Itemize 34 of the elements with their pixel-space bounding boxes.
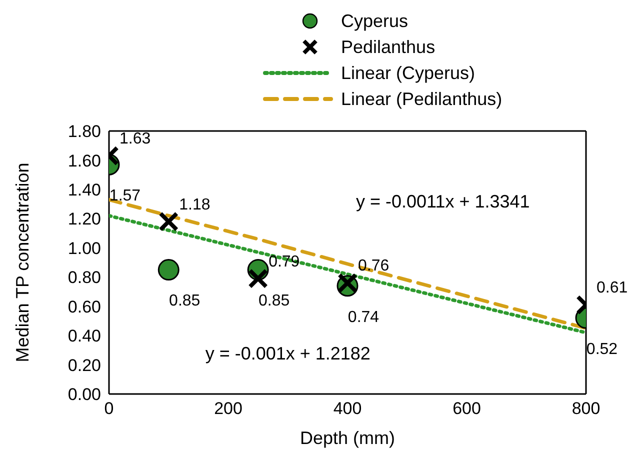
data-label: 0.76: [358, 258, 390, 275]
annotation: y = -0.0011x + 1.3341: [356, 192, 530, 212]
data-label: 0.61: [596, 280, 628, 297]
data-label: 0.85: [169, 292, 200, 310]
data-label: 1.57: [109, 187, 141, 204]
data-label: 1.63: [120, 130, 151, 148]
legend-label: Cyperus: [341, 10, 408, 33]
legend-label: Pedilanthus: [341, 36, 436, 59]
y-tick-label: 1.40: [68, 180, 101, 200]
y-tick-label: 1.60: [68, 151, 101, 170]
x-tick-label: 200: [214, 399, 242, 418]
y-axis-title: Median TP concentration: [12, 162, 32, 362]
annotation: y = -0.001x + 1.2182: [205, 343, 370, 364]
point: [248, 268, 268, 289]
y-tick-label: 0.60: [68, 297, 101, 316]
x-tick-label: 0: [104, 399, 114, 418]
y-tick-label: 1.80: [68, 122, 101, 142]
data-label: 0.85: [258, 292, 290, 310]
y-tick-label: 0.00: [68, 385, 101, 404]
y-tick-label: 1.00: [68, 238, 101, 258]
y-tick-label: 1.20: [68, 210, 101, 229]
x-tick-label: 400: [333, 399, 362, 418]
y-tick-label: 0.20: [68, 356, 101, 375]
data-label: 1.18: [179, 196, 210, 214]
data-label: 0.52: [586, 340, 618, 358]
x-tick-label: 600: [452, 399, 481, 418]
point: [338, 272, 358, 293]
legend-label: Linear (Cyperus): [341, 62, 476, 85]
y-tick-label: 0.40: [68, 326, 101, 346]
legend-label: Linear (Pedilanthus): [341, 88, 502, 111]
x-tick-label: 800: [572, 399, 600, 418]
y-tick-label: 0.80: [68, 268, 101, 288]
x-axis-title: Depth (mm): [300, 428, 396, 448]
data-label: 0.74: [348, 308, 380, 326]
